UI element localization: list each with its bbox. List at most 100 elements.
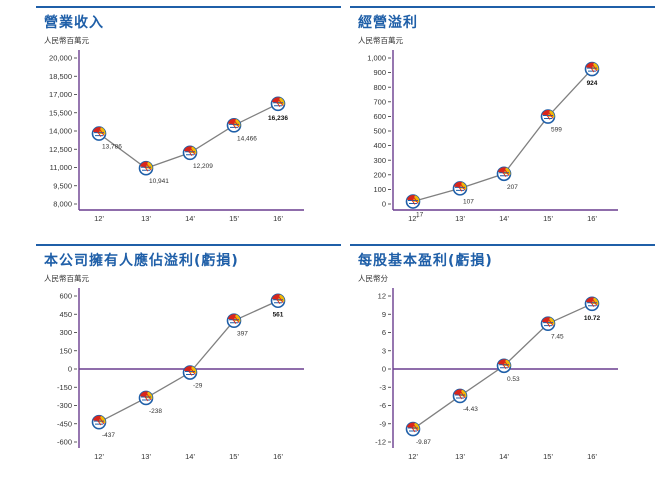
y-tick-label: 0 bbox=[382, 200, 386, 209]
x-tick-label: 16' bbox=[273, 214, 283, 223]
data-label: -4.43 bbox=[463, 406, 478, 413]
series-line bbox=[98, 300, 279, 423]
y-tick-label: 0 bbox=[68, 365, 72, 374]
x-tick-label: 16' bbox=[587, 452, 597, 461]
globe-logo-icon bbox=[540, 109, 556, 124]
data-label: -238 bbox=[149, 408, 162, 415]
panel-top-rule bbox=[36, 6, 341, 8]
x-tick-label: 15' bbox=[229, 214, 239, 223]
y-tick-label: 12,500 bbox=[49, 145, 72, 154]
data-label: 561 bbox=[273, 312, 284, 319]
globe-logo-icon bbox=[138, 390, 154, 406]
y-tick-label: 20,000 bbox=[49, 54, 72, 63]
globe-logo-icon bbox=[452, 388, 468, 404]
x-tick-label: 14' bbox=[499, 452, 509, 461]
chart-panel-operating-profit: 經營溢利 人民幣百萬元 0 100 200 300 400 500 600 700 800 900… bbox=[350, 6, 655, 241]
data-label: 397 bbox=[237, 331, 248, 338]
chart-unit: 人民幣百萬元 bbox=[44, 274, 89, 283]
data-label: 924 bbox=[587, 80, 598, 87]
data-label: -29 bbox=[193, 383, 203, 390]
y-tick-label: 9,500 bbox=[53, 181, 72, 190]
chart-panel-revenue: 營業收入 人民幣百萬元 8,000 9,500 11,000 12,500 14,000… bbox=[36, 6, 341, 241]
y-tick-label: 500 bbox=[373, 127, 386, 136]
globe-logo-icon bbox=[226, 118, 242, 133]
globe-logo-icon bbox=[496, 358, 512, 374]
y-tick-label: 800 bbox=[373, 83, 386, 92]
y-tick-label: 0 bbox=[382, 365, 386, 374]
data-label: 12,209 bbox=[193, 163, 213, 170]
y-tick-label: -9 bbox=[379, 419, 386, 428]
x-tick-label: 13' bbox=[141, 214, 151, 223]
data-label: 599 bbox=[551, 127, 562, 134]
panel-top-rule bbox=[350, 244, 655, 246]
data-label: 10,941 bbox=[149, 178, 169, 185]
data-label: 107 bbox=[463, 198, 474, 205]
chart-title: 經營溢利 bbox=[358, 15, 418, 31]
globe-logo-icon bbox=[584, 61, 600, 77]
y-tick-label: -300 bbox=[57, 401, 72, 410]
x-tick-label: 14' bbox=[185, 214, 195, 223]
chart-panel-basic-eps: 每股基本盈利(虧損) 人民幣分 -12 -9 -6 -3 0 3 6 9 12 12' 13' 14'… bbox=[350, 244, 655, 479]
data-label: 207 bbox=[507, 184, 518, 191]
globe-logo-icon bbox=[270, 293, 286, 309]
y-tick-label: 15,500 bbox=[49, 108, 72, 117]
chart-title: 本公司擁有人應佔溢利(虧損) bbox=[44, 253, 239, 269]
chart-svg: -12 -9 -6 -3 0 3 6 9 12 12' 13' 14' 15' 16' -9.87 -4.43… bbox=[375, 288, 618, 461]
x-tick-label: 15' bbox=[229, 452, 239, 461]
x-tick-label: 12' bbox=[94, 452, 104, 461]
y-tick-label: 9 bbox=[382, 310, 386, 319]
globe-logo-icon bbox=[91, 414, 107, 430]
globe-logo-icon bbox=[584, 296, 600, 312]
chart-title: 營業收入 bbox=[44, 15, 104, 31]
data-label: 17 bbox=[416, 212, 424, 219]
chart-svg: 8,000 9,500 11,000 12,500 14,000 15,500 17,000… bbox=[49, 50, 304, 223]
globe-logo-icon bbox=[182, 145, 198, 161]
y-tick-label: 900 bbox=[373, 68, 386, 77]
chart-unit: 人民幣百萬元 bbox=[358, 36, 403, 45]
globe-logo-icon bbox=[452, 181, 468, 196]
y-tick-label: 300 bbox=[373, 156, 386, 165]
y-tick-label: 600 bbox=[373, 112, 386, 121]
data-label: 13,786 bbox=[102, 144, 122, 151]
y-tick-label: 17,000 bbox=[49, 90, 72, 99]
y-tick-label: -3 bbox=[379, 383, 386, 392]
y-tick-label: -12 bbox=[375, 438, 386, 447]
y-tick-label: 11,000 bbox=[50, 163, 72, 172]
y-tick-label: -6 bbox=[379, 401, 386, 410]
x-tick-label: 12' bbox=[408, 214, 418, 223]
x-tick-label: 14' bbox=[499, 214, 509, 223]
series-line bbox=[412, 68, 593, 203]
y-tick-label: 450 bbox=[59, 310, 72, 319]
globe-logo-icon bbox=[540, 316, 556, 331]
y-tick-label: 6 bbox=[382, 328, 386, 337]
y-tick-label: -600 bbox=[57, 438, 72, 447]
chart-unit: 人民幣分 bbox=[358, 274, 388, 283]
chart-panel-profit-attributable: 本公司擁有人應佔溢利(虧損) 人民幣百萬元 -600 -450 -300 -150 0 1… bbox=[36, 244, 341, 479]
y-tick-label: 200 bbox=[373, 170, 386, 179]
y-tick-label: 18,500 bbox=[49, 72, 72, 81]
globe-logo-icon bbox=[91, 126, 107, 141]
x-tick-label: 13' bbox=[141, 452, 151, 461]
data-label: 0.53 bbox=[507, 376, 520, 383]
chart-svg: 0 100 200 300 400 500 600 700 800 900 1,000 12' 13' 1… bbox=[367, 50, 618, 223]
x-tick-label: 13' bbox=[455, 214, 465, 223]
panel-top-rule bbox=[350, 6, 655, 8]
y-tick-label: 8,000 bbox=[53, 200, 72, 209]
x-tick-label: 15' bbox=[543, 452, 553, 461]
chart-title: 每股基本盈利(虧損) bbox=[358, 253, 493, 269]
y-tick-label: -150 bbox=[57, 383, 72, 392]
y-tick-label: 1,000 bbox=[367, 54, 386, 63]
y-tick-label: 400 bbox=[373, 141, 386, 150]
y-tick-label: 300 bbox=[59, 328, 72, 337]
chart-unit: 人民幣百萬元 bbox=[44, 36, 89, 45]
data-label: -437 bbox=[102, 432, 115, 439]
y-tick-label: -450 bbox=[57, 419, 72, 428]
data-label: 7.45 bbox=[551, 334, 564, 341]
globe-logo-icon bbox=[405, 421, 421, 437]
globe-logo-icon bbox=[226, 313, 242, 328]
y-tick-label: 14,000 bbox=[49, 127, 72, 136]
x-tick-label: 16' bbox=[273, 452, 283, 461]
globe-logo-icon bbox=[270, 96, 286, 112]
y-tick-label: 3 bbox=[382, 346, 386, 355]
x-tick-label: 12' bbox=[94, 214, 104, 223]
